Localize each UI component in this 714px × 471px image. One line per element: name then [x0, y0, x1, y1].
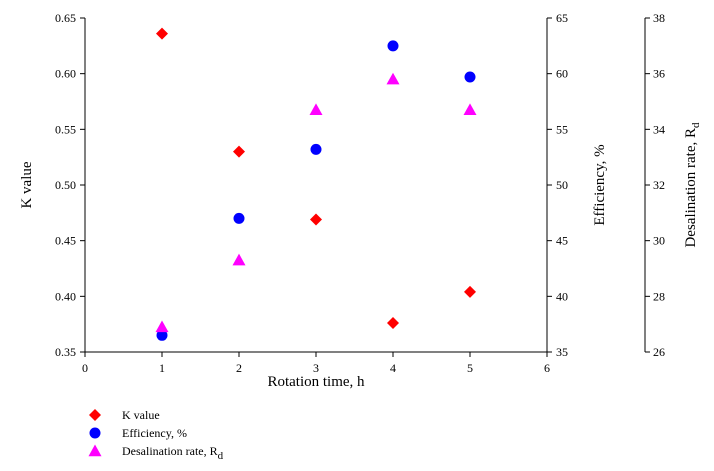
k-value-point — [156, 27, 168, 40]
desalination-rate-point — [309, 103, 323, 116]
left-y-tick-label: 0.45 — [55, 234, 76, 248]
third-y-tick-label: 38 — [653, 11, 665, 25]
third-y-tick-label: 30 — [653, 234, 665, 248]
legend-k-value-label: K value — [122, 408, 160, 422]
legend-k-value-marker — [89, 409, 101, 421]
legend-desalination-rate-marker — [88, 444, 102, 457]
x-tick-label: 4 — [390, 361, 396, 375]
x-tick-label: 1 — [159, 361, 165, 375]
k-value-point — [387, 317, 399, 330]
legend-efficiency-marker — [89, 427, 101, 439]
desalination-rate-point — [463, 103, 477, 116]
k-value-point — [464, 285, 476, 298]
efficiency-point — [387, 40, 399, 52]
right-y-tick-label: 55 — [556, 122, 568, 136]
third-y-tick-label: 28 — [653, 289, 665, 303]
efficiency-point — [464, 71, 476, 83]
desalination-rate-point — [386, 72, 400, 85]
desalination-rate-point — [232, 253, 246, 266]
left-y-axis-title: K value — [19, 161, 35, 208]
right-y-tick-label: 50 — [556, 178, 568, 192]
data-points — [155, 27, 477, 341]
right-y-tick-label: 60 — [556, 67, 568, 81]
legend-efficiency: Efficiency, % — [89, 426, 187, 440]
efficiency-point — [156, 329, 168, 341]
x-tick-label: 6 — [544, 361, 550, 375]
x-tick-label: 0 — [82, 361, 88, 375]
efficiency-point — [310, 143, 322, 155]
x-axis-title: Rotation time, h — [267, 374, 365, 390]
desalination-rate-point — [155, 320, 169, 333]
third-y-tick-label: 36 — [653, 67, 665, 81]
x-tick-label: 3 — [313, 361, 319, 375]
left-y-tick-label: 0.55 — [55, 122, 76, 136]
legend-efficiency-label: Efficiency, % — [122, 426, 187, 440]
x-tick-label: 2 — [236, 361, 242, 375]
left-y-tick-label: 0.50 — [55, 178, 76, 192]
third-y-tick-label: 32 — [653, 178, 665, 192]
right-y-axis-title: Efficiency, % — [592, 144, 608, 225]
right-y-tick-label: 65 — [556, 11, 568, 25]
left-y-tick-label: 0.40 — [55, 289, 76, 303]
legend: K value Efficiency, % Desalination rate, R… — [88, 408, 224, 462]
legend-desalination-rate: Desalination rate, Rd — [88, 444, 224, 462]
legend-k-value: K value — [89, 408, 160, 422]
efficiency-point — [233, 212, 245, 224]
legend-desalination-rate-label: Desalination rate, Rd — [122, 444, 224, 462]
k-value-point — [310, 213, 322, 226]
right-y-tick-label: 35 — [556, 345, 568, 359]
left-y-tick-label: 0.60 — [55, 67, 76, 81]
x-tick-label: 5 — [467, 361, 473, 375]
right-y-tick-label: 45 — [556, 234, 568, 248]
left-y-tick-label: 0.65 — [55, 11, 76, 25]
left-y-tick-label: 0.35 — [55, 345, 76, 359]
k-value-point — [233, 145, 245, 158]
right-y-tick-label: 40 — [556, 289, 568, 303]
third-y-axis-title: Desalination rate, Rd — [683, 122, 702, 248]
third-y-tick-label: 26 — [653, 345, 665, 359]
third-y-tick-label: 34 — [653, 122, 665, 136]
